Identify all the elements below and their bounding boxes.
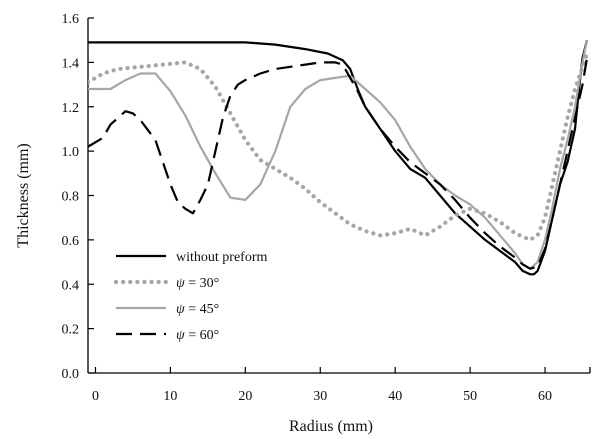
x-tick-label: 20 bbox=[238, 389, 252, 404]
legend-label-1: without preform bbox=[176, 250, 267, 265]
series-line-4 bbox=[88, 57, 589, 270]
legend-label-3: ψ = 45° bbox=[176, 302, 219, 317]
y-tick-label: 1.4 bbox=[62, 56, 80, 71]
axes bbox=[87, 18, 591, 374]
x-axis-title: Radius (mm) bbox=[289, 418, 373, 435]
y-tick-label: 1.6 bbox=[62, 12, 80, 27]
y-tick-label: 1.0 bbox=[62, 145, 80, 160]
y-tick-label: 0.2 bbox=[62, 323, 80, 338]
series-line-3 bbox=[88, 39, 589, 270]
y-tick-label: 1.2 bbox=[62, 101, 80, 116]
ticks: 0.0 0.2 0.4 0.6 0.8 1.0 1.2 1.4 1.6 0 10 20 30 40 50 60 bbox=[62, 12, 553, 404]
series-line-2 bbox=[88, 51, 590, 242]
y-axis-title: Thickness (mm) bbox=[15, 143, 32, 247]
x-tick-label: 40 bbox=[388, 389, 402, 404]
x-tick-label: 0 bbox=[92, 389, 99, 404]
x-tick-label: 10 bbox=[163, 389, 177, 404]
series-group bbox=[88, 39, 590, 276]
legend-label-2: ψ = 30° bbox=[176, 276, 219, 291]
legend-label-4: ψ = 60° bbox=[176, 328, 219, 343]
y-tick-label: 0.6 bbox=[62, 234, 80, 249]
y-tick-label: 0.0 bbox=[62, 367, 80, 382]
legend: without preform ψ = 30° ψ = 45° ψ = 60° bbox=[113, 250, 267, 343]
y-tick-label: 0.4 bbox=[62, 278, 80, 293]
y-tick-label: 0.8 bbox=[62, 190, 80, 205]
x-tick-label: 50 bbox=[463, 389, 477, 404]
x-tick-label: 60 bbox=[538, 389, 552, 404]
series-line-1 bbox=[88, 39, 589, 276]
x-tick-label: 30 bbox=[313, 389, 327, 404]
